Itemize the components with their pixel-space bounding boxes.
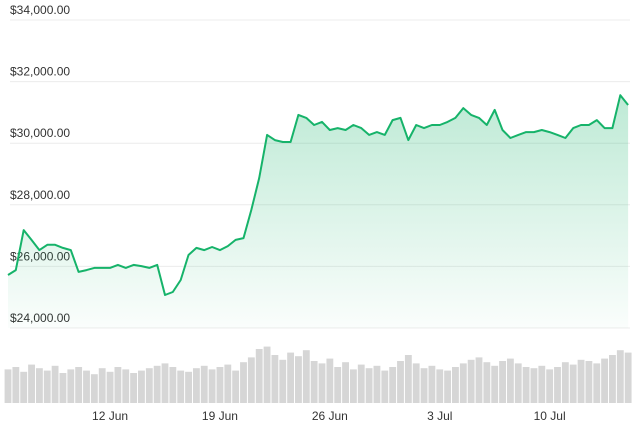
volume-bar	[59, 373, 67, 403]
volume-bar	[138, 370, 145, 403]
volume-bar	[349, 369, 357, 403]
volume-bar	[216, 367, 224, 403]
volume-bar	[43, 370, 51, 403]
volume-bar	[585, 361, 593, 403]
volume-bar	[624, 352, 632, 403]
volume-bar	[35, 368, 43, 403]
volume-bar	[616, 350, 624, 403]
volume-bar	[153, 365, 161, 403]
volume-bar	[83, 370, 90, 403]
volume-bar	[271, 355, 279, 403]
volume-bar	[20, 371, 28, 403]
volume-bar	[420, 368, 428, 403]
volume-bar	[491, 365, 499, 403]
volume-bar	[381, 370, 389, 403]
volume-bar	[90, 374, 98, 403]
x-tick-label: 10 Jul	[534, 409, 566, 423]
volume-bar	[51, 365, 59, 403]
price-line	[7, 94, 629, 296]
volume-bar	[593, 363, 601, 403]
x-tick-label: 26 Jun	[312, 409, 348, 423]
volume-bar	[561, 362, 569, 403]
volume-bar	[169, 367, 177, 403]
volume-bar	[365, 368, 373, 403]
volume-bar	[499, 361, 506, 403]
volume-bar	[506, 358, 514, 403]
volume-bar	[452, 367, 459, 403]
volume-bar	[130, 373, 138, 403]
volume-bar	[577, 359, 585, 403]
volume-bar	[302, 350, 310, 403]
volume-bar	[12, 367, 20, 403]
volume-bar	[342, 362, 349, 403]
volume-bar	[538, 365, 546, 403]
volume-bar	[373, 365, 381, 403]
volume-bar	[263, 346, 271, 403]
volume-bar	[601, 358, 609, 403]
volume-bar	[240, 362, 247, 403]
volume-bar	[255, 349, 263, 403]
y-tick-label: $28,000.00	[10, 188, 70, 202]
volume-bar	[569, 364, 577, 403]
volume-bar	[546, 369, 554, 403]
volume-bar	[310, 361, 318, 403]
volume-bar	[4, 369, 12, 403]
volume-bar	[609, 355, 616, 403]
volume-bar	[279, 359, 287, 403]
volume-bar	[295, 356, 302, 403]
volume-bar	[357, 364, 365, 403]
volume-bar	[397, 361, 404, 403]
volume-bar	[185, 371, 192, 403]
volume-bar	[75, 367, 83, 403]
volume-bar	[192, 368, 200, 403]
price-area	[8, 95, 629, 328]
volume-bar	[412, 363, 420, 403]
volume-bar	[247, 357, 255, 403]
volume-bar	[530, 368, 538, 403]
x-tick-label: 19 Jun	[202, 409, 238, 423]
volume-bar	[459, 363, 467, 403]
volume-bar	[145, 368, 153, 403]
x-tick-label: 12 Jun	[92, 409, 128, 423]
volume-bar	[200, 365, 208, 403]
y-tick-label: $32,000.00	[10, 65, 70, 79]
volume-bar	[444, 370, 452, 403]
volume-bar	[334, 367, 342, 403]
volume-bar	[122, 369, 130, 403]
volume-bar	[161, 363, 169, 403]
volume-bar	[318, 363, 326, 403]
volume-bar	[114, 367, 122, 403]
volume-bar	[522, 367, 530, 403]
volume-bar	[224, 364, 232, 403]
y-tick-label: $30,000.00	[10, 126, 70, 140]
volume-bar	[67, 369, 75, 403]
x-tick-label: 3 Jul	[427, 409, 452, 423]
volume-bar	[326, 358, 334, 403]
volume-bar	[232, 370, 240, 403]
volume-bar	[467, 359, 475, 403]
volume-bar	[404, 355, 412, 403]
volume-bar	[389, 367, 397, 403]
volume-bar	[98, 368, 106, 403]
volume-bar	[177, 370, 185, 403]
volume-bar	[28, 364, 35, 403]
volume-bar	[514, 363, 522, 403]
volume-bar	[436, 369, 444, 403]
volume-bar	[475, 357, 483, 403]
volume-bar	[106, 371, 114, 403]
volume-bar	[554, 367, 561, 403]
volume-bar	[287, 352, 295, 403]
volume-bar	[483, 362, 491, 403]
y-tick-label: $34,000.00	[10, 3, 70, 17]
volume-bar	[208, 369, 216, 403]
volume-bar	[428, 365, 436, 403]
